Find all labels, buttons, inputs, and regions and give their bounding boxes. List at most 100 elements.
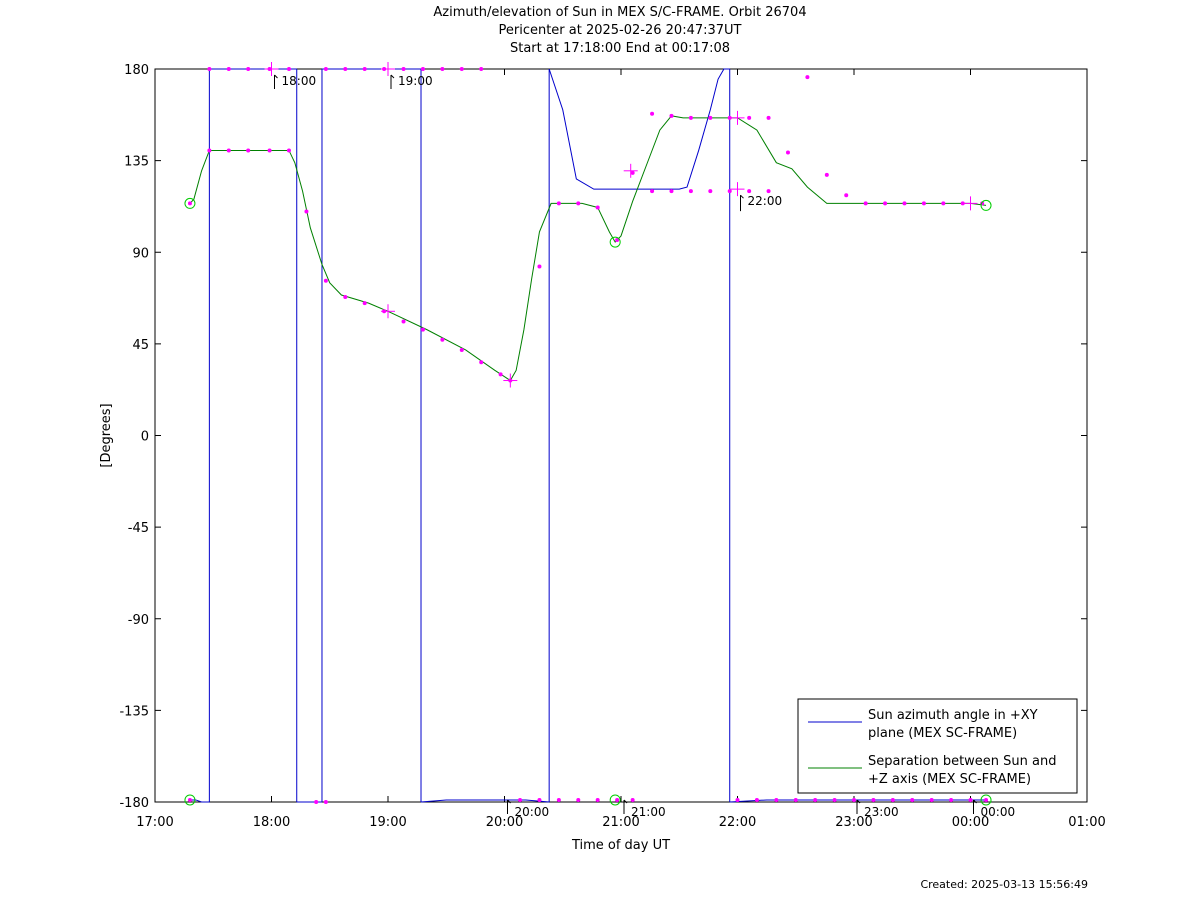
sample-dot	[727, 115, 732, 120]
hour-annotation-label: 20:00	[515, 805, 550, 819]
hour-annotations: 18:00 19:00 20:00 21:00 22:00 23:00 00:00	[274, 74, 1015, 819]
azimuth-series-segment	[420, 799, 550, 803]
hour-annotation-label: 21:00	[631, 805, 666, 819]
sample-dot	[556, 797, 561, 802]
sample-dot	[766, 189, 771, 194]
sample-dot	[226, 148, 231, 153]
y-tick-label: 45	[132, 338, 149, 353]
sample-dot	[207, 148, 212, 153]
sample-dot	[187, 201, 192, 206]
sample-dot	[708, 115, 713, 120]
created-timestamp: Created: 2025-03-13 15:56:49	[920, 878, 1088, 891]
sample-dot	[968, 797, 973, 802]
sample-dot	[207, 67, 212, 71]
y-tick-label: 180	[124, 63, 149, 78]
legend-entry-text: +Z axis (MEX SC-FRAME)	[868, 772, 1031, 787]
sample-dot	[852, 797, 856, 802]
sample-dot	[420, 327, 425, 332]
sample-dot	[747, 115, 752, 120]
sample-dot	[420, 67, 425, 71]
endpoint-circle	[609, 794, 621, 806]
sample-dot	[323, 67, 328, 71]
sample-dot	[921, 201, 926, 206]
endpoint-circle	[184, 794, 196, 806]
sample-dot	[902, 201, 907, 206]
sample-dot	[286, 67, 291, 71]
sample-dot	[650, 189, 655, 194]
y-axis-label: [Degrees]	[99, 403, 114, 467]
chart-title-line-1: Azimuth/elevation of Sun in MEX S/C-FRAM…	[433, 5, 807, 20]
chart-title-line-3: Start at 17:18:00 End at 00:17:08	[509, 41, 731, 56]
sample-dot	[286, 148, 291, 153]
sample-dot	[615, 238, 620, 243]
sample-dot	[929, 797, 934, 802]
sample-dot	[518, 797, 523, 802]
sample-dot	[440, 337, 445, 342]
sample-dot	[595, 205, 600, 210]
sample-dot	[576, 201, 581, 206]
sample-dot	[187, 797, 192, 802]
sample-dot	[708, 189, 713, 194]
sample-dot	[774, 797, 779, 802]
y-tick-label: -45	[128, 521, 149, 536]
hour-annotation-arrow	[507, 799, 511, 804]
sample-dot	[669, 189, 674, 194]
sample-dot	[595, 797, 600, 802]
x-tick-label: 19:00	[369, 815, 406, 830]
sample-dot	[362, 301, 367, 306]
legend: Sun azimuth angle in +XY plane (MEX SC-FR…	[797, 698, 1078, 794]
sample-dot	[832, 797, 837, 802]
sample-dot	[246, 148, 251, 153]
y-tick-label: 0	[141, 430, 149, 445]
sample-dot	[824, 172, 829, 177]
sample-dot	[727, 189, 732, 194]
sample-dot	[576, 797, 581, 802]
endpoint-circle	[980, 199, 992, 211]
sample-dot	[498, 372, 503, 377]
sample-dot	[314, 800, 319, 804]
sample-dot	[267, 148, 272, 153]
sample-dot	[754, 797, 759, 802]
sample-dot	[343, 295, 348, 300]
sample-dot	[766, 115, 771, 120]
sample-dot	[650, 111, 655, 116]
sample-dot	[479, 360, 484, 365]
sample-dot	[805, 75, 810, 80]
sample-dot	[362, 67, 367, 71]
y-tick-label: 90	[132, 246, 149, 261]
hour-annotation-arrow	[973, 799, 977, 804]
sample-dot	[304, 209, 309, 214]
x-tick-label: 00:00	[952, 815, 989, 830]
sample-dot	[323, 278, 328, 283]
hour-annotation-label: 19:00	[398, 74, 433, 88]
sample-dot	[226, 67, 231, 71]
y-tick-label: -90	[128, 613, 149, 628]
series-group	[189, 68, 987, 803]
sample-dot	[615, 797, 620, 802]
sample-dot	[890, 797, 895, 802]
hour-annotation-arrow	[390, 74, 395, 79]
x-axis-label: Time of day UT	[571, 838, 670, 853]
hour-annotation-label: 22:00	[748, 194, 783, 208]
sample-dot	[813, 797, 818, 802]
sample-dot	[960, 201, 965, 206]
sample-dot	[669, 113, 674, 118]
sample-dot	[785, 150, 790, 155]
sample-markers	[184, 62, 992, 806]
x-tick-label: 01:00	[1068, 815, 1105, 830]
sample-dot	[537, 797, 542, 802]
sample-dot	[941, 201, 946, 206]
hour-annotation-arrow	[623, 799, 628, 804]
sample-dot	[844, 193, 849, 198]
hour-annotation-label: 23:00	[864, 805, 899, 819]
legend-entry-text: Separation between Sun and	[868, 754, 1056, 769]
sample-dot	[556, 201, 561, 206]
sample-dot	[747, 189, 752, 194]
sample-dot	[735, 797, 740, 802]
endpoint-circle	[609, 236, 621, 248]
sample-dot	[459, 67, 464, 71]
endpoint-circle	[184, 197, 196, 209]
sample-dot	[863, 201, 868, 206]
sample-dot	[401, 67, 406, 71]
sample-dot	[440, 67, 445, 71]
